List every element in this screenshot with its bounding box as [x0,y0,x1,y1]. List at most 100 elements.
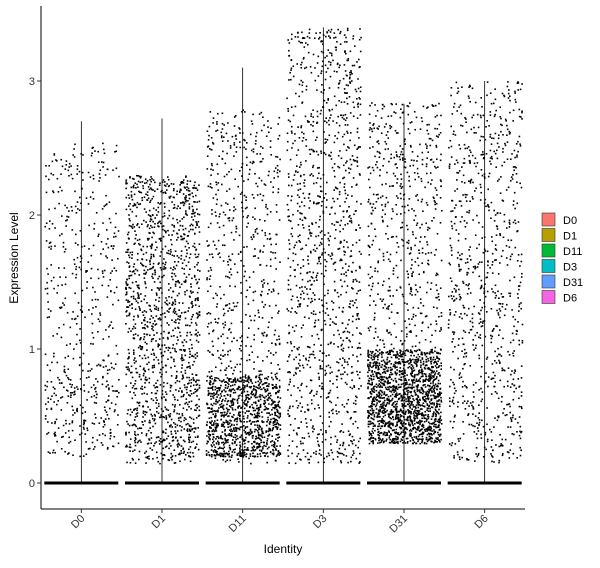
data-point-D1 [175,313,178,316]
data-point-D11 [255,420,258,423]
data-point-D31 [378,349,381,351]
data-point-D11 [221,441,223,444]
data-point-D11 [270,362,272,364]
data-point-D1 [178,322,180,324]
data-point-D11 [236,271,239,274]
data-point-D11 [215,193,217,196]
data-point-D11 [207,394,210,396]
data-point-D11 [219,404,221,406]
data-point-D11 [278,343,281,346]
data-point-D3 [288,354,291,356]
data-point-D3 [320,40,323,42]
data-point-D1 [146,194,149,196]
data-point-D11 [241,201,243,204]
data-point-D11 [266,461,268,464]
data-point-D1 [186,289,188,292]
data-point-D3 [323,99,326,102]
data-point-D3 [349,50,352,53]
data-point-D11 [275,387,277,389]
data-point-D11 [260,380,263,383]
data-point-D11 [233,428,235,431]
data-point-D1 [185,255,187,258]
data-point-D3 [322,433,324,436]
data-point-D1 [159,371,161,374]
data-point-D11 [251,390,253,393]
data-point-D0 [67,216,70,218]
data-point-D1 [160,375,162,378]
data-point-D1 [173,321,176,323]
data-point-D3 [310,276,313,278]
data-point-D11 [251,446,254,449]
data-point-D1 [138,274,141,276]
data-point-D1 [156,386,159,388]
data-point-D1 [181,218,184,220]
data-point-D1 [179,404,181,406]
data-point-D11 [269,211,272,213]
data-point-D0 [44,225,46,228]
data-point-D3 [318,219,321,221]
data-point-D0 [61,165,64,168]
data-point-D11 [230,231,233,234]
data-point-D1 [173,358,175,361]
data-point-D3 [336,291,339,294]
data-point-D31 [435,440,437,443]
data-point-D11 [240,166,243,169]
data-point-D0 [110,402,113,404]
data-point-D1 [138,404,141,407]
data-point-D3 [297,387,299,389]
data-point-D11 [222,425,224,427]
data-point-D31 [410,400,412,403]
data-point-D3 [287,119,290,121]
data-point-D1 [156,456,158,459]
data-point-D11 [235,427,237,429]
data-point-D11 [256,185,259,188]
data-point-D1 [180,452,183,454]
data-point-D0 [94,388,96,390]
data-point-D0 [48,208,50,211]
data-point-D11 [231,340,233,343]
data-point-D1 [142,405,144,408]
data-point-D3 [311,389,313,392]
data-point-D3 [359,103,362,106]
data-point-D11 [227,264,230,266]
data-point-D0 [67,430,70,432]
data-point-D11 [229,425,231,428]
data-point-D31 [411,395,414,398]
data-point-D11 [249,455,252,457]
data-point-D1 [146,393,148,395]
data-point-D1 [173,449,176,451]
data-point-D3 [318,166,320,169]
data-point-D0 [76,410,79,413]
data-point-D3 [324,120,326,122]
data-point-D1 [180,312,183,314]
data-point-D3 [351,334,354,336]
data-point-D11 [257,327,260,330]
data-point-D1 [142,410,145,413]
data-point-D1 [129,177,131,179]
data-point-D3 [311,277,314,279]
data-point-D31 [392,365,395,368]
data-point-D1 [197,299,199,302]
data-point-D3 [330,158,333,160]
data-point-D11 [234,383,236,386]
data-point-D3 [299,161,302,164]
data-point-D11 [272,191,274,194]
data-point-D11 [230,428,233,431]
data-point-D11 [263,331,266,334]
data-point-D3 [359,227,361,229]
data-point-D3 [358,97,360,99]
data-point-D11 [231,407,234,409]
data-point-D3 [344,448,346,451]
data-point-D3 [293,385,295,387]
data-point-D1 [195,324,198,326]
data-point-D3 [351,80,353,82]
data-point-D0 [81,310,83,312]
data-point-D1 [179,191,181,193]
data-point-D0 [108,387,110,389]
data-point-D3 [288,434,291,436]
data-point-D1 [183,202,186,205]
data-point-D11 [208,430,210,432]
data-point-D1 [156,294,158,296]
data-point-D11 [275,423,277,426]
data-point-D1 [177,280,180,283]
